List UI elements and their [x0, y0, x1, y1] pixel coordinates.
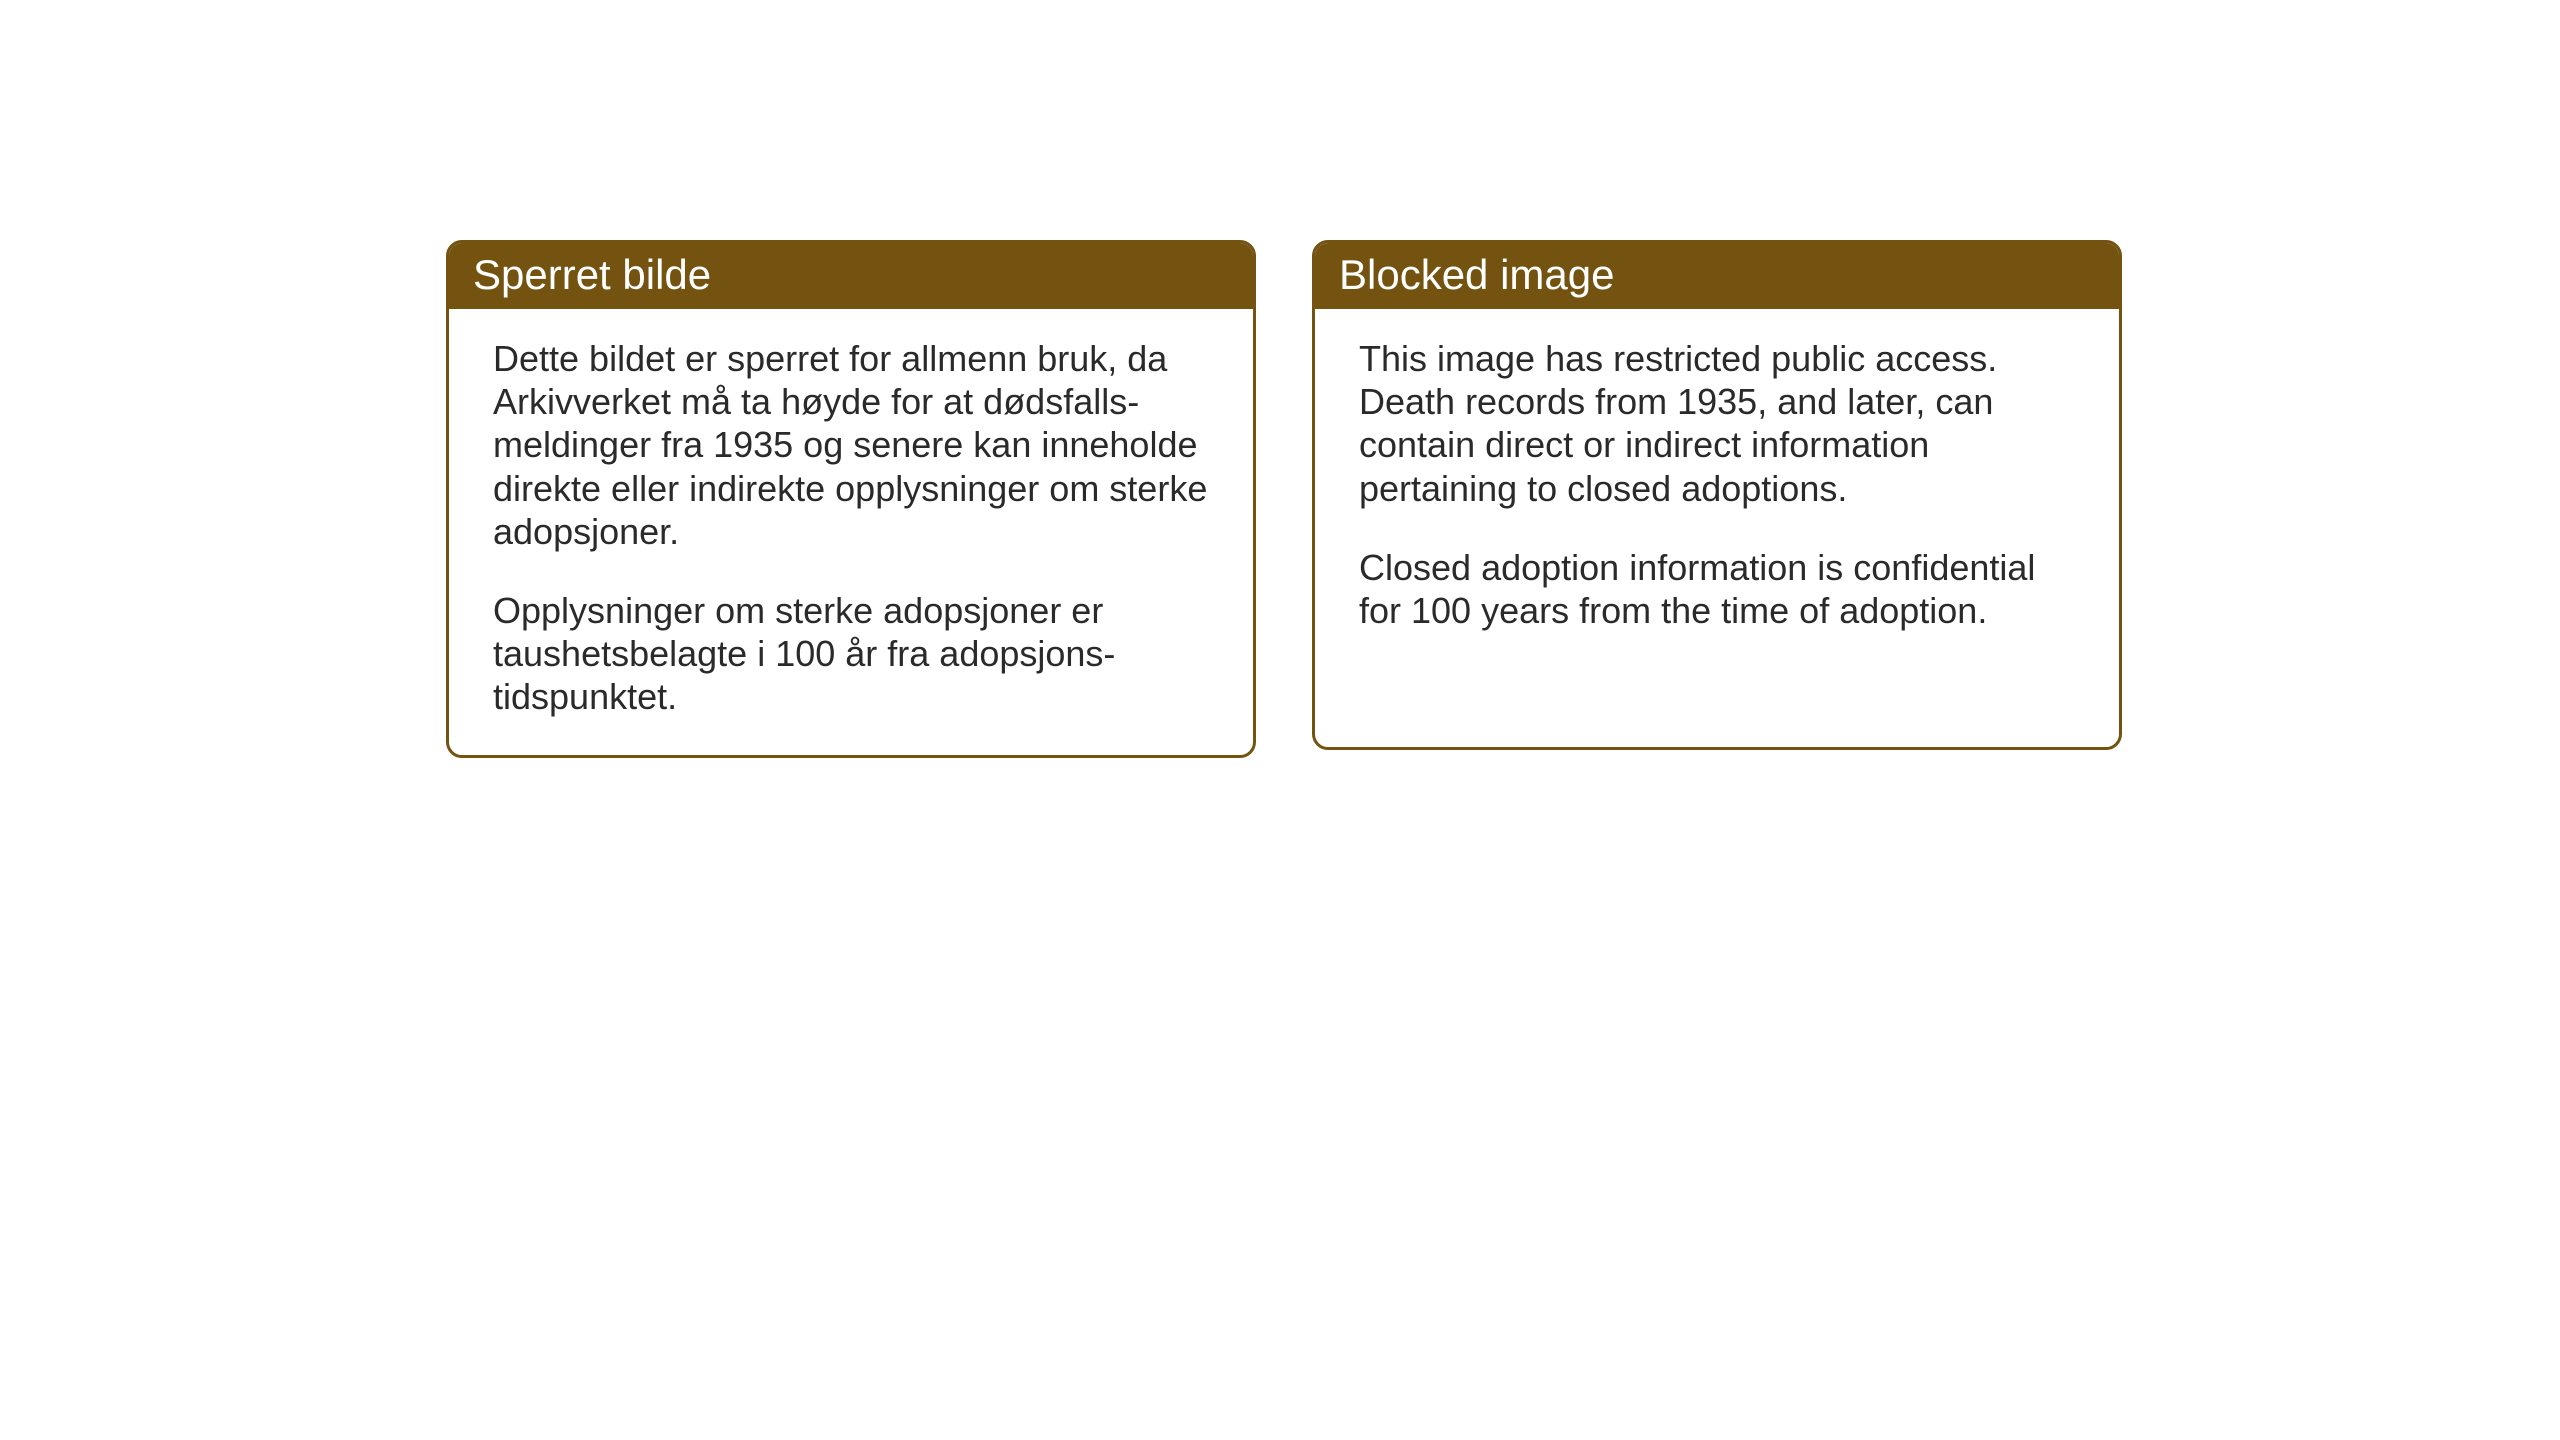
norwegian-paragraph-2: Opplysninger om sterke adopsjoner er tau…: [493, 589, 1209, 719]
cards-container: Sperret bilde Dette bildet er sperret fo…: [446, 240, 2122, 758]
norwegian-card-body: Dette bildet er sperret for allmenn bruk…: [449, 309, 1253, 755]
norwegian-card: Sperret bilde Dette bildet er sperret fo…: [446, 240, 1256, 758]
norwegian-card-title: Sperret bilde: [449, 243, 1253, 309]
english-paragraph-2: Closed adoption information is confident…: [1359, 546, 2075, 632]
english-card: Blocked image This image has restricted …: [1312, 240, 2122, 750]
english-card-body: This image has restricted public access.…: [1315, 309, 2119, 668]
english-paragraph-1: This image has restricted public access.…: [1359, 337, 2075, 510]
english-card-title: Blocked image: [1315, 243, 2119, 309]
norwegian-paragraph-1: Dette bildet er sperret for allmenn bruk…: [493, 337, 1209, 553]
